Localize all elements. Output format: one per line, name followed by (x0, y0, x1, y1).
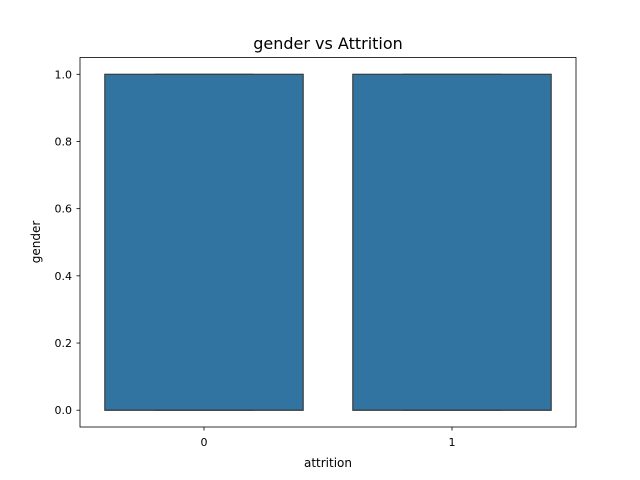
y-axis: 0.0 0.2 0.4 0.6 0.8 1.0 (55, 68, 80, 417)
y-tick-label: 0.2 (55, 337, 73, 350)
x-tick-label: 0 (201, 436, 208, 449)
y-tick-label: 0.8 (55, 135, 73, 148)
box-1 (352, 73, 552, 411)
plot-frame (79, 57, 577, 428)
box-body-0 (104, 73, 304, 411)
x-tick-label: 1 (449, 436, 456, 449)
y-tick-label: 1.0 (55, 68, 73, 81)
y-tick-label: 0.6 (55, 203, 73, 216)
y-axis-label: gender (29, 221, 43, 264)
plot-area (104, 73, 552, 411)
y-tick-label: 0.0 (55, 404, 73, 417)
y-tick-label: 0.4 (55, 270, 73, 283)
box-0 (104, 73, 304, 411)
x-axis-label: attrition (304, 456, 352, 470)
box-body-1 (352, 73, 552, 411)
chart-title: gender vs Attrition (253, 34, 403, 53)
